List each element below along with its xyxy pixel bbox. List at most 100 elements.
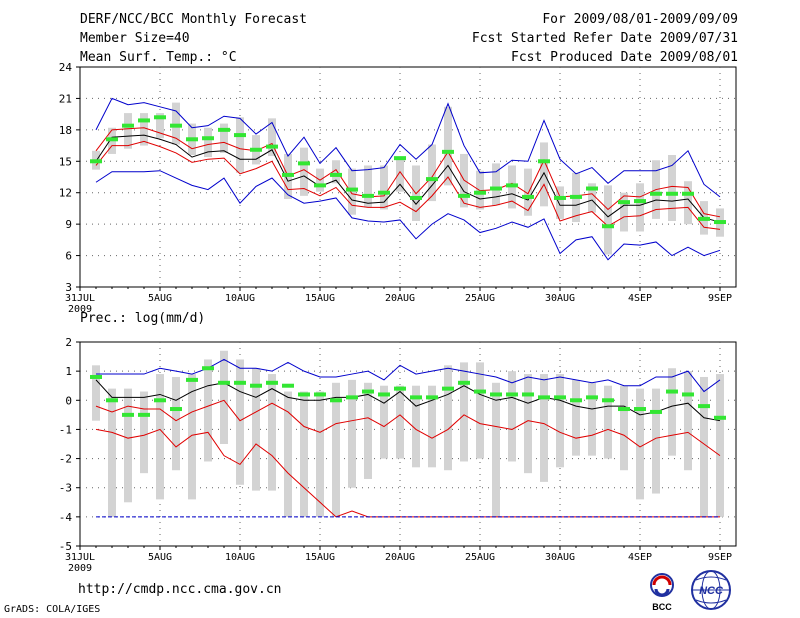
median-marker	[650, 409, 662, 414]
spread-box	[364, 382, 372, 479]
spread-box	[668, 155, 676, 221]
median-marker	[282, 383, 294, 388]
x-year-label: 2009	[68, 304, 92, 315]
median-marker	[298, 392, 310, 397]
median-marker	[586, 186, 598, 191]
median-marker	[202, 136, 214, 141]
spread-box	[428, 144, 436, 202]
spread-box	[476, 362, 484, 459]
y-tick-label: 0	[65, 394, 72, 407]
spread-box	[124, 113, 132, 149]
x-tick-label: 9SEP	[708, 293, 732, 304]
spread-box	[524, 374, 532, 474]
median-marker	[346, 187, 358, 192]
x-tick-label: 4SEP	[628, 293, 652, 304]
spread-box	[236, 359, 244, 485]
median-marker	[314, 392, 326, 397]
median-marker	[522, 194, 534, 199]
median-marker	[618, 200, 630, 205]
spread-box	[428, 385, 436, 468]
median-marker	[298, 161, 310, 166]
spread-box	[156, 374, 164, 500]
median-marker	[586, 395, 598, 400]
median-marker	[618, 407, 630, 412]
median-marker	[698, 404, 710, 409]
y-tick-label: -3	[59, 482, 72, 495]
median-marker	[554, 195, 566, 200]
median-marker	[442, 149, 454, 154]
median-marker	[90, 374, 102, 379]
median-marker	[714, 415, 726, 420]
median-marker	[682, 191, 694, 196]
median-marker	[250, 383, 262, 388]
series-line-meansd	[95, 140, 721, 230]
spread-box	[444, 365, 452, 471]
spread-box	[268, 118, 276, 157]
spread-box	[540, 142, 548, 207]
spread-box	[636, 183, 644, 232]
median-marker	[218, 127, 230, 132]
spread-box	[220, 350, 228, 444]
median-marker	[458, 193, 470, 198]
median-marker	[218, 380, 230, 385]
source-url[interactable]: http://cmdp.ncc.cma.gov.cn	[78, 582, 282, 597]
y-tick-label: -1	[59, 423, 72, 436]
median-marker	[506, 183, 518, 188]
series-line-upper	[95, 97, 721, 198]
median-marker	[362, 389, 374, 394]
y-tick-label: -2	[59, 453, 72, 466]
median-marker	[410, 195, 422, 200]
spread-box	[348, 168, 356, 215]
median-marker	[234, 133, 246, 138]
x-tick-label: 31JUL	[65, 293, 95, 304]
spread-box	[636, 388, 644, 500]
spread-box	[684, 181, 692, 225]
median-marker	[314, 183, 326, 188]
median-marker	[602, 224, 614, 229]
median-marker	[122, 123, 134, 128]
series-line-mean	[95, 134, 721, 223]
spread-box	[620, 385, 628, 471]
x-tick-label: 30AUG	[545, 293, 575, 304]
x-tick-label: 4SEP	[628, 552, 652, 563]
median-marker	[522, 392, 534, 397]
median-marker	[266, 144, 278, 149]
median-marker	[250, 147, 262, 152]
series-line-mean	[95, 379, 721, 422]
spread-box	[444, 106, 452, 186]
median-marker	[602, 398, 614, 403]
forecast-produced-date: Fcst Produced Date 2009/08/01	[511, 50, 738, 65]
spread-box	[188, 374, 196, 500]
spread-box	[412, 385, 420, 468]
x-tick-label: 15AUG	[305, 552, 335, 563]
x-tick-label: 30AUG	[545, 552, 575, 563]
median-marker	[266, 380, 278, 385]
x-year-label: 2009	[68, 563, 92, 574]
spread-box	[204, 359, 212, 462]
y-tick-label: 2	[65, 336, 72, 349]
spread-box	[156, 113, 164, 139]
spread-box	[652, 388, 660, 494]
median-marker	[474, 190, 486, 195]
median-marker	[170, 123, 182, 128]
variable-label: Mean Surf. Temp.: °C	[80, 50, 237, 65]
median-marker	[122, 412, 134, 417]
grads-credit: GrADS: COLA/IGES	[4, 604, 101, 615]
median-marker	[698, 216, 710, 221]
spread-box	[316, 391, 324, 517]
spread-box	[220, 123, 228, 153]
median-marker	[634, 199, 646, 204]
spread-box	[492, 163, 500, 206]
spread-box	[108, 388, 116, 517]
median-marker	[426, 177, 438, 182]
spread-box	[588, 183, 596, 213]
median-marker	[490, 392, 502, 397]
median-marker	[394, 386, 406, 391]
spread-box	[588, 382, 596, 456]
spread-box	[604, 385, 612, 459]
spread-box	[140, 113, 148, 146]
spread-box	[204, 127, 212, 158]
chart-panel-2: -5 -4 -3 -2 -1 0 1 2 31JUL 5AUG 10AUG 15AUG 20AUG 25A…	[59, 336, 737, 574]
median-marker	[362, 193, 374, 198]
spread-box	[332, 160, 340, 184]
